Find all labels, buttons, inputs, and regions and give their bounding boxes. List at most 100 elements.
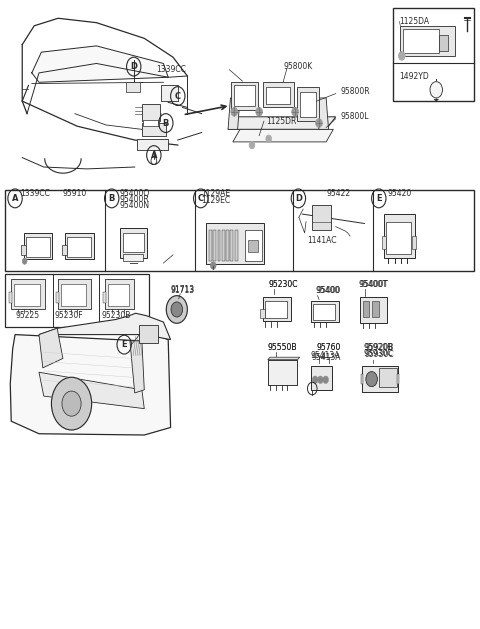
Bar (384, 214, 415, 258)
Circle shape (398, 52, 405, 60)
Text: 95760: 95760 (317, 343, 341, 352)
Bar (313, 304, 335, 320)
Bar (268, 360, 298, 385)
Text: C: C (175, 92, 181, 101)
Bar (142, 123, 166, 136)
Text: 1125DR: 1125DR (266, 117, 297, 126)
Bar (142, 104, 160, 121)
Bar (217, 230, 220, 261)
Text: 95400N: 95400N (120, 201, 149, 210)
Bar (382, 236, 386, 248)
Bar (56, 292, 59, 303)
Circle shape (312, 376, 318, 384)
Text: B: B (108, 194, 115, 203)
Text: 95760: 95760 (317, 343, 341, 352)
Bar (362, 366, 398, 392)
Text: D: D (130, 62, 137, 71)
Bar (161, 86, 178, 101)
Text: 1339CC: 1339CC (20, 189, 50, 199)
Bar (213, 230, 216, 261)
Bar (139, 325, 157, 343)
Polygon shape (228, 117, 336, 130)
Bar (260, 309, 265, 318)
Bar (231, 82, 258, 110)
Bar (361, 374, 363, 384)
Bar (312, 204, 331, 230)
Bar (403, 29, 439, 53)
Text: 95800K: 95800K (283, 62, 312, 71)
Circle shape (51, 377, 92, 430)
Text: 1129AE: 1129AE (201, 189, 230, 199)
Circle shape (22, 258, 27, 264)
Bar (120, 228, 147, 258)
Polygon shape (39, 328, 63, 368)
Text: E: E (121, 340, 127, 349)
Bar (298, 87, 319, 121)
Circle shape (292, 108, 299, 116)
Text: C: C (198, 194, 204, 203)
Bar (11, 279, 45, 309)
Circle shape (266, 135, 272, 143)
Text: 95920B: 95920B (363, 343, 393, 352)
Bar (263, 297, 291, 321)
Bar (206, 223, 264, 264)
Text: 1339CC: 1339CC (156, 65, 186, 74)
Bar (386, 221, 411, 254)
Bar (230, 230, 233, 261)
Text: D: D (295, 194, 302, 203)
Text: E: E (376, 194, 382, 203)
Bar (268, 360, 298, 385)
Circle shape (316, 119, 323, 128)
Text: 95550B: 95550B (268, 343, 297, 352)
Text: B: B (163, 119, 169, 128)
Bar (266, 87, 290, 104)
Text: 95930C: 95930C (364, 350, 394, 359)
Circle shape (323, 376, 328, 384)
Text: 95230B: 95230B (101, 311, 131, 320)
Circle shape (166, 296, 187, 323)
Text: 95800R: 95800R (340, 87, 370, 96)
Bar (58, 279, 91, 309)
Bar (67, 237, 91, 257)
Text: 95230C: 95230C (269, 280, 298, 289)
Bar (14, 284, 40, 306)
Bar (311, 366, 332, 390)
Text: 1125DA: 1125DA (399, 17, 430, 26)
Bar (372, 301, 379, 317)
Bar (24, 233, 52, 259)
Text: 1492YD: 1492YD (399, 72, 429, 81)
Polygon shape (317, 98, 328, 130)
Bar (209, 230, 212, 261)
Bar (235, 230, 238, 261)
Text: 95400T: 95400T (360, 280, 389, 289)
Text: 95230C: 95230C (269, 280, 298, 289)
Bar (397, 374, 399, 384)
Bar (123, 233, 144, 252)
Text: 95930C: 95930C (363, 349, 393, 358)
Text: 91713: 91713 (170, 286, 194, 295)
Bar (234, 86, 255, 106)
Bar (412, 236, 416, 248)
Bar (379, 369, 397, 387)
Text: 1141AC: 1141AC (307, 236, 336, 245)
Text: 95400Q: 95400Q (120, 189, 150, 199)
Text: 95400: 95400 (317, 286, 341, 295)
Text: 95920B: 95920B (364, 343, 394, 352)
Bar (362, 301, 369, 317)
Bar (137, 139, 168, 150)
Bar (439, 35, 448, 51)
Circle shape (171, 302, 182, 317)
Polygon shape (10, 335, 170, 435)
Polygon shape (434, 99, 439, 101)
Polygon shape (233, 130, 333, 142)
Polygon shape (39, 313, 170, 340)
Bar (21, 245, 25, 255)
Bar (248, 240, 258, 252)
Circle shape (210, 262, 216, 269)
Circle shape (366, 372, 377, 387)
Text: 95550B: 95550B (268, 343, 297, 352)
Bar (62, 245, 67, 255)
Text: 91713: 91713 (170, 285, 194, 294)
Polygon shape (130, 341, 144, 393)
Text: 95420: 95420 (387, 189, 412, 199)
